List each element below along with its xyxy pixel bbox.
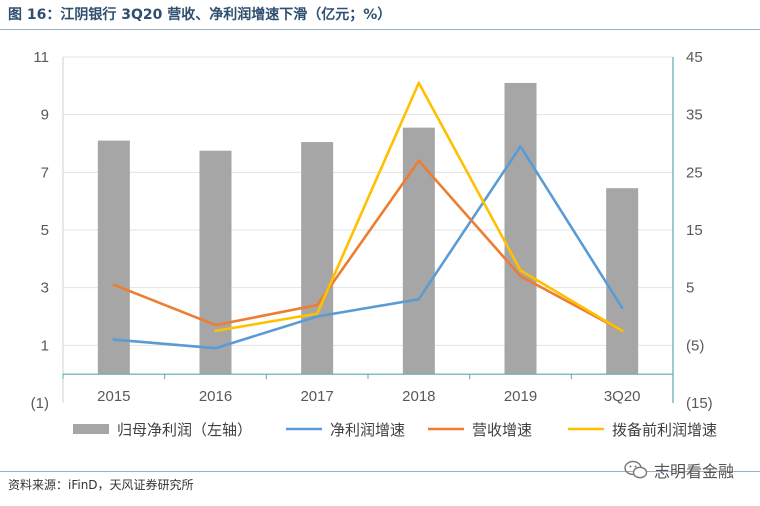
left-tick-label: 7 [41, 164, 49, 181]
watermark-text: 志明看金融 [653, 462, 734, 481]
top-divider [0, 29, 760, 30]
left-tick-label: 9 [41, 107, 49, 124]
legend-swatch-bar [73, 424, 109, 434]
right-axis-ticks: (15) (5) 5 15 25 35 45 [686, 49, 713, 412]
right-tick-label: (5) [686, 337, 704, 354]
lines [112, 81, 624, 350]
source-note: 资料来源：iFinD，天风证券研究所 [8, 478, 194, 492]
right-tick-label: 15 [686, 222, 703, 239]
x-tick-label: 3Q20 [604, 388, 641, 405]
bars [97, 82, 639, 375]
series-line-0 [112, 145, 624, 350]
x-axis-ticks: 2015 2016 2017 2018 2019 3Q20 [97, 388, 640, 405]
watermark: 志明看金融 [624, 458, 734, 482]
legend-label: 净利润增速 [330, 421, 405, 439]
chart-title: 图 16：江阴银行 3Q20 营收、净利润增速下滑（亿元；%） [8, 7, 392, 23]
legend: 归母净利润（左轴） 净利润增速 营收增速 拨备前利润增速 [73, 421, 717, 439]
left-tick-label: 3 [41, 280, 49, 297]
grid-lines [63, 56, 673, 346]
legend-label: 归母净利润（左轴） [117, 421, 252, 439]
right-tick-label: 25 [686, 164, 703, 181]
axes [62, 57, 674, 403]
bar-2018 [402, 127, 435, 375]
series-line-1 [112, 159, 624, 333]
right-tick-label: 45 [686, 49, 703, 66]
right-tick-label: 5 [686, 280, 694, 297]
x-tick-label: 2015 [97, 388, 130, 405]
x-tick-label: 2017 [300, 388, 333, 405]
legend-label: 拨备前利润增速 [612, 421, 717, 439]
bar-2015 [97, 140, 130, 375]
bar-2017 [301, 142, 334, 375]
bar-2016 [199, 150, 232, 375]
left-tick-label: 5 [41, 222, 49, 239]
bottom-divider [0, 471, 760, 472]
series-line-2 [214, 81, 624, 333]
bar-2019 [504, 82, 537, 375]
left-axis-ticks: (1) 1 3 5 7 9 11 [31, 49, 49, 412]
bar-3Q20 [606, 188, 639, 375]
left-tick-label: (1) [31, 395, 49, 412]
right-tick-label: (15) [686, 395, 713, 412]
left-tick-label: 11 [33, 49, 49, 66]
x-tick-label: 2016 [199, 388, 232, 405]
x-tick-label: 2019 [504, 388, 537, 405]
wechat-icon [624, 460, 648, 479]
right-tick-label: 35 [686, 107, 703, 124]
left-tick-label: 1 [41, 337, 49, 354]
x-tick-label: 2018 [402, 388, 435, 405]
legend-label: 营收增速 [472, 421, 532, 439]
